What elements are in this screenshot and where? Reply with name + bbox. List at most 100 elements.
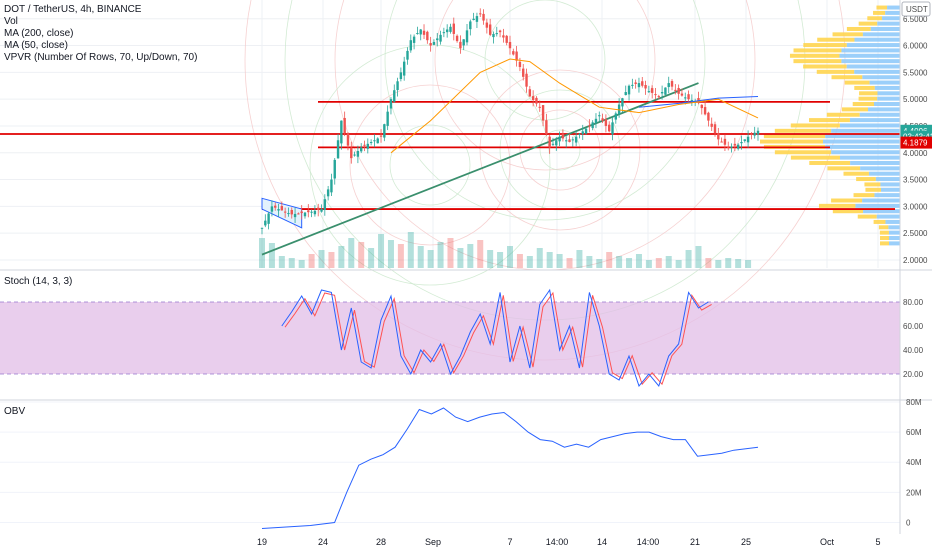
- candle-body: [508, 41, 512, 49]
- candle-body: [333, 159, 336, 179]
- candle-body: [571, 139, 575, 141]
- volume-bar: [685, 250, 692, 268]
- vp-row-down: [854, 37, 900, 42]
- vp-row-down: [876, 214, 900, 219]
- candle-body: [307, 210, 310, 213]
- vp-row-up: [831, 75, 863, 80]
- candle-body: [439, 34, 442, 42]
- volume-bar: [457, 248, 464, 268]
- vp-row-up: [827, 166, 861, 171]
- volume-bar: [735, 259, 742, 268]
- time-tick-label: 21: [690, 537, 700, 547]
- volume-bar: [467, 244, 474, 268]
- vp-row-up: [789, 53, 840, 58]
- vp-row-down: [885, 10, 900, 15]
- candle-body: [601, 118, 604, 121]
- vp-row-up: [809, 160, 851, 165]
- vp-row-up: [854, 85, 875, 90]
- candle-body: [621, 98, 624, 107]
- vp-row-down: [850, 160, 900, 165]
- vp-row-up: [809, 118, 850, 123]
- vp-row-up: [856, 177, 876, 182]
- vp-row-down: [880, 187, 900, 192]
- candle-body: [442, 32, 446, 34]
- candle-body: [664, 87, 667, 95]
- candle-body: [386, 111, 389, 126]
- candle-body: [317, 207, 320, 210]
- candle-body: [522, 68, 525, 77]
- fibonacci-circle: [389, 124, 471, 206]
- candle-body: [690, 100, 694, 102]
- vp-row-up: [817, 37, 855, 42]
- vp-row-down: [863, 209, 900, 214]
- candle-body: [541, 105, 545, 121]
- candle-body: [373, 140, 376, 142]
- candle-body: [730, 146, 733, 148]
- candle-body: [743, 139, 746, 141]
- volume-bar: [338, 246, 345, 268]
- candle-body: [300, 211, 303, 214]
- volume-bar: [427, 250, 434, 268]
- candle-body: [641, 81, 644, 86]
- candle-body: [472, 18, 475, 21]
- candle-body: [710, 123, 713, 127]
- vp-row-down: [880, 182, 900, 187]
- candle-body: [383, 124, 386, 138]
- candle-body: [277, 209, 280, 211]
- vp-row-up: [763, 134, 826, 139]
- time-tick-label: Sep: [425, 537, 441, 547]
- candle-body: [650, 88, 654, 93]
- vp-row-up: [818, 203, 856, 208]
- vp-row-down: [868, 107, 900, 112]
- legend-ma50: MA (50, close): [4, 40, 68, 51]
- price-tick-label: 6.0000: [903, 42, 928, 51]
- obv-tick-label: 0: [906, 518, 911, 527]
- vp-row-down: [885, 219, 900, 224]
- candle-body: [684, 97, 687, 99]
- trendline: [261, 82, 699, 256]
- candle-body: [310, 211, 313, 213]
- candle-body: [502, 35, 505, 38]
- volume-bar: [378, 234, 385, 268]
- time-tick-label: 7: [507, 537, 512, 547]
- candle-body: [624, 92, 627, 96]
- vp-row-up: [876, 5, 888, 10]
- obv-tick-label: 80M: [906, 398, 922, 407]
- vp-row-down: [859, 112, 900, 117]
- candle-body: [320, 209, 323, 212]
- vp-row-down: [855, 203, 900, 208]
- vp-row-up: [759, 139, 823, 144]
- vp-row-down: [888, 241, 900, 246]
- candle-body: [515, 51, 518, 61]
- ma200-line: [638, 96, 759, 108]
- vp-row-down: [873, 102, 900, 107]
- candle-body: [429, 43, 432, 46]
- currency-badge: [901, 1, 931, 17]
- candle-body: [654, 94, 657, 96]
- vp-row-down: [839, 53, 900, 58]
- vp-row-up: [790, 155, 840, 160]
- candle-body: [707, 112, 710, 121]
- candle-body: [723, 138, 727, 145]
- vp-row-down: [874, 193, 900, 198]
- vp-row-down: [839, 123, 900, 128]
- vp-row-up: [878, 225, 889, 230]
- vp-row-down: [888, 225, 900, 230]
- vp-row-up: [859, 91, 878, 96]
- vp-row-down: [854, 69, 900, 74]
- volume-bar: [497, 252, 504, 268]
- candle-body: [482, 13, 485, 21]
- candle-body: [350, 147, 353, 159]
- candle-body: [588, 125, 591, 127]
- volume-bar: [387, 240, 394, 268]
- candle-body: [287, 213, 290, 215]
- volume-bar: [368, 248, 375, 268]
- candle-body: [594, 118, 598, 123]
- candle-body: [396, 81, 399, 91]
- candle-body: [343, 117, 346, 134]
- time-tick-label: 25: [741, 537, 751, 547]
- vp-row-down: [888, 236, 900, 241]
- obv-line: [261, 407, 759, 529]
- candle-body: [634, 82, 637, 84]
- time-tick-label: 28: [376, 537, 386, 547]
